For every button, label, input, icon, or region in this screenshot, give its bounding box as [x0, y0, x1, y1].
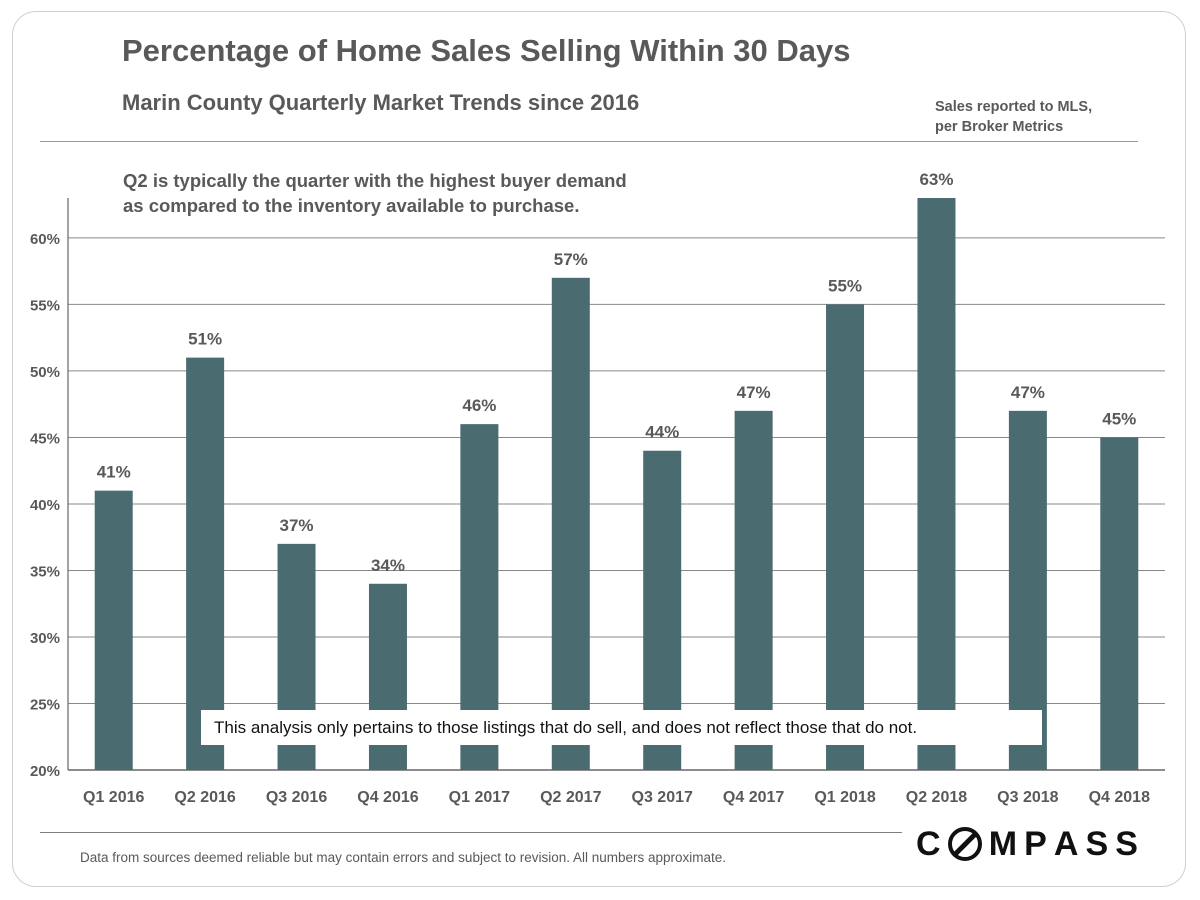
y-tick-label: 40%	[30, 497, 60, 514]
y-tick-label: 30%	[30, 630, 60, 647]
x-tick-label: Q2 2018	[906, 789, 967, 806]
compass-logo: C M P A S S	[916, 824, 1138, 864]
data-label: 44%	[645, 423, 679, 442]
logo-letter-s1: S	[1085, 825, 1109, 863]
x-tick-label: Q3 2018	[997, 789, 1058, 806]
y-tick-label: 25%	[30, 696, 60, 713]
data-label: 47%	[737, 383, 771, 402]
bar	[917, 198, 956, 770]
logo-letter-c: C	[916, 825, 941, 863]
x-tick-label: Q4 2016	[357, 789, 418, 806]
bar	[94, 490, 133, 770]
x-tick-label: Q1 2017	[449, 789, 510, 806]
callout-note: This analysis only pertains to those lis…	[201, 710, 1042, 745]
data-label: 51%	[188, 330, 222, 349]
data-label: 41%	[97, 463, 131, 482]
chart-title: Percentage of Home Sales Selling Within …	[122, 33, 851, 68]
x-tick-label: Q2 2016	[174, 789, 235, 806]
data-label: 63%	[919, 170, 953, 189]
data-label: 55%	[828, 276, 862, 295]
header-divider	[40, 141, 1138, 142]
data-label: 57%	[554, 250, 588, 269]
annotation-text: Q2 is typically the quarter with the hig…	[123, 170, 627, 216]
x-tick-label: Q1 2016	[83, 789, 144, 806]
y-tick-label: 35%	[30, 563, 60, 580]
disclaimer-text: Data from sources deemed reliable but ma…	[80, 850, 727, 865]
data-label: 46%	[462, 396, 496, 415]
data-label: 34%	[371, 556, 405, 575]
logo-letter-p: P	[1024, 825, 1047, 863]
x-tick-label: Q4 2018	[1089, 789, 1150, 806]
y-tick-label: 50%	[30, 364, 60, 381]
logo-letter-a: A	[1053, 825, 1079, 863]
y-tick-label: 60%	[30, 231, 60, 248]
data-label: 37%	[280, 516, 314, 535]
footer-divider	[40, 832, 902, 833]
y-tick-label: 55%	[30, 297, 60, 314]
logo-letter-m: M	[988, 825, 1018, 863]
x-tick-label: Q4 2017	[723, 789, 784, 806]
bar	[186, 357, 225, 770]
y-tick-label: 20%	[30, 763, 60, 780]
bar	[1100, 437, 1139, 770]
logo-compass-o-icon	[947, 827, 982, 861]
bar	[826, 304, 865, 770]
y-tick-label: 45%	[30, 430, 60, 447]
x-tick-label: Q3 2017	[632, 789, 693, 806]
data-label: 45%	[1102, 409, 1136, 428]
x-tick-label: Q3 2016	[266, 789, 327, 806]
x-tick-label: Q2 2017	[540, 789, 601, 806]
logo-letter-s2: S	[1115, 825, 1138, 863]
source-note: Sales reported to MLS, per Broker Metric…	[935, 99, 1093, 135]
data-label: 47%	[1011, 383, 1045, 402]
x-tick-label: Q1 2018	[814, 789, 875, 806]
bar	[551, 277, 590, 770]
chart-subtitle: Marin County Quarterly Market Trends sin…	[122, 90, 640, 115]
